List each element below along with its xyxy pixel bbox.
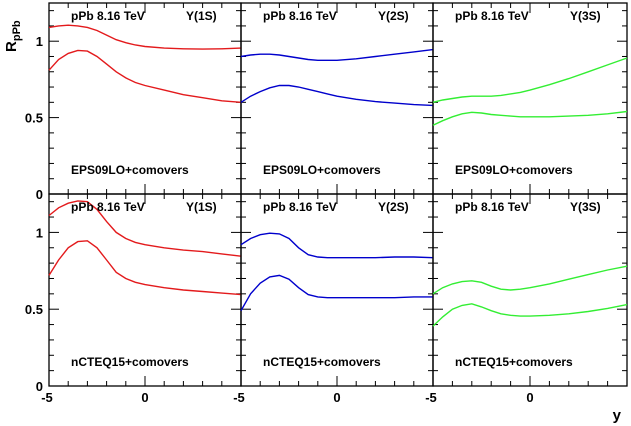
x-axis-title: y <box>613 407 622 424</box>
x-tick-label: 0 <box>333 390 340 405</box>
x-tick-label: 0 <box>141 390 148 405</box>
panel-1: pPb 8.16 TeV Υ(1S) EPS09LO+comovers <box>48 2 242 195</box>
y-tick-label: 1 <box>36 34 43 49</box>
series-line-lower <box>48 49 242 103</box>
panel-system-label: pPb 8.16 TeV <box>455 9 529 23</box>
series-line-upper <box>240 48 434 61</box>
panel-5: pPb 8.16 TeV Υ(2S) nCTEQ15+comovers <box>240 193 434 387</box>
panel-6: pPb 8.16 TeV Υ(3S) nCTEQ15+comovers <box>432 193 628 387</box>
panel-system-label: pPb 8.16 TeV <box>71 9 145 23</box>
x-tick-label: -5 <box>233 390 245 405</box>
panel-model-label: nCTEQ15+comovers <box>455 355 573 369</box>
y-tick-label: 1 <box>36 225 43 240</box>
series-line-upper <box>240 232 434 259</box>
panel-system-label: pPb 8.16 TeV <box>455 200 529 214</box>
panel-2: pPb 8.16 TeV Υ(2S) EPS09LO+comovers <box>240 2 434 195</box>
x-tick-label: -5 <box>425 390 437 405</box>
series-line-upper <box>432 57 628 103</box>
panel-state-label: Υ(2S) <box>378 9 409 23</box>
panel-state-label: Υ(3S) <box>570 200 601 214</box>
series-line-lower <box>432 110 628 126</box>
series-line-upper <box>432 265 628 295</box>
y-tick-label: 0 <box>36 187 43 202</box>
panel-model-label: EPS09LO+comovers <box>455 163 573 177</box>
panel-state-label: Υ(1S) <box>186 9 217 23</box>
y-tick-label: 0 <box>36 379 43 394</box>
panel-model-label: EPS09LO+comovers <box>71 163 189 177</box>
panel-model-label: nCTEQ15+comovers <box>71 355 189 369</box>
series-line-lower <box>240 84 434 107</box>
panel-4: pPb 8.16 TeV Υ(1S) nCTEQ15+comovers <box>48 193 242 387</box>
x-tick-label: 0 <box>526 390 533 405</box>
series-line-lower <box>48 240 242 296</box>
panel-3: pPb 8.16 TeV Υ(3S) EPS09LO+comovers <box>432 2 628 195</box>
series-line-lower <box>432 303 628 327</box>
y-axis-title-subscript: pPb <box>11 20 23 41</box>
y-tick-label: 0.5 <box>25 302 43 317</box>
panel-system-label: pPb 8.16 TeV <box>263 9 337 23</box>
series-line-lower <box>240 274 433 312</box>
series-line-upper <box>48 200 242 257</box>
x-tick-label: -5 <box>41 390 53 405</box>
panel-system-label: pPb 8.16 TeV <box>263 200 337 214</box>
y-axis-title-main: R <box>3 41 20 52</box>
panel-state-label: Υ(2S) <box>378 200 409 214</box>
y-tick-label: 0.5 <box>25 111 43 126</box>
panel-state-label: Υ(1S) <box>186 200 217 214</box>
y-axis-title: RpPb <box>3 20 23 52</box>
panel-model-label: EPS09LO+comovers <box>263 163 381 177</box>
series-line-upper <box>48 24 242 50</box>
panel-system-label: pPb 8.16 TeV <box>71 200 145 214</box>
panel-state-label: Υ(3S) <box>570 9 601 23</box>
panel-model-label: nCTEQ15+comovers <box>263 355 381 369</box>
